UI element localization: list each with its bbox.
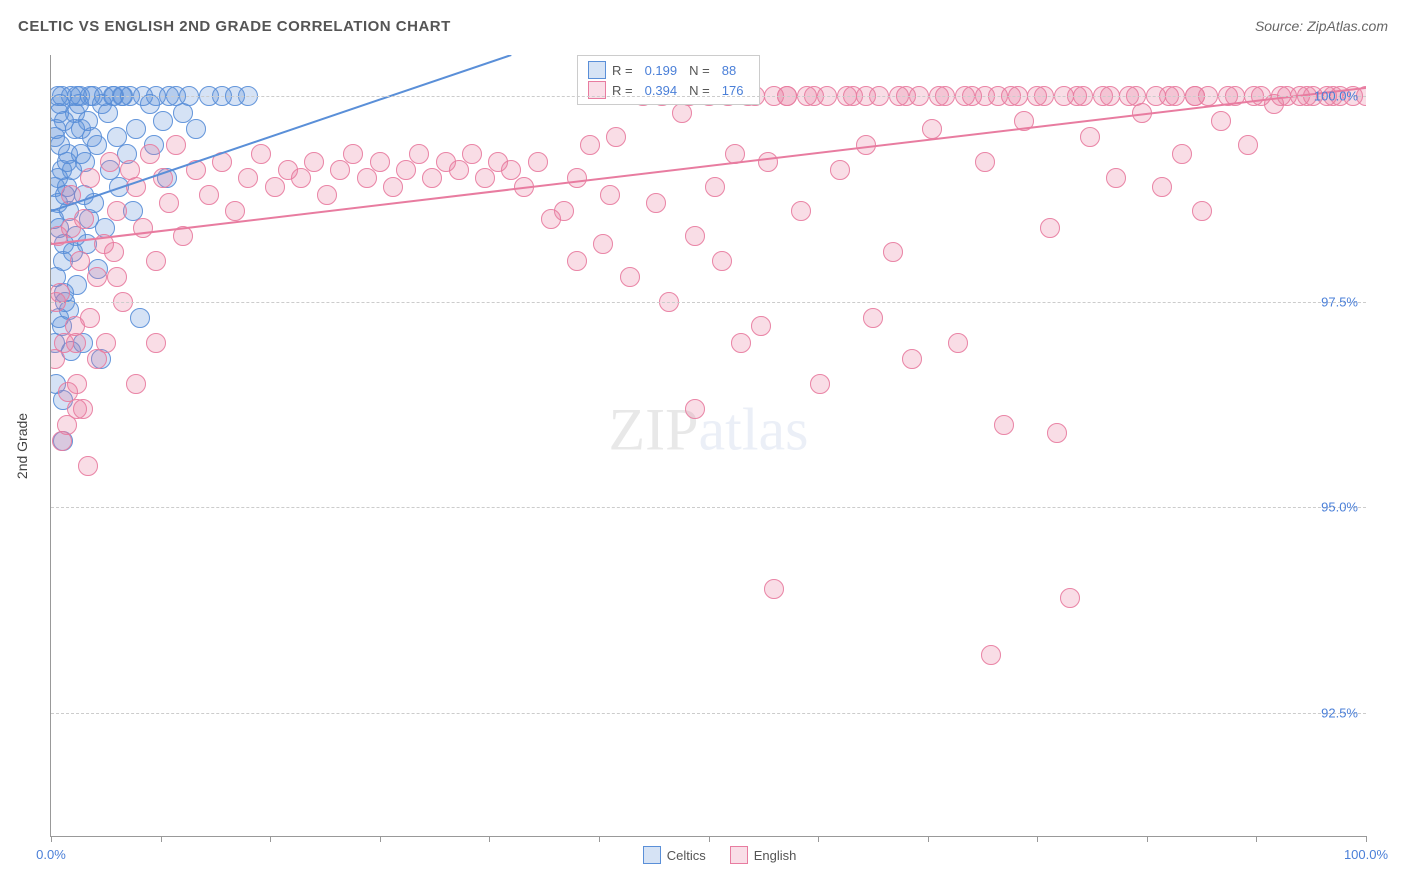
legend-r-celtics: 0.199: [645, 63, 678, 78]
x-tick-label: 0.0%: [36, 847, 66, 862]
gridline: [51, 96, 1366, 97]
source-attribution: Source: ZipAtlas.com: [1255, 18, 1388, 34]
x-tick: [270, 836, 271, 842]
correlation-legend: R = 0.199 N = 88 R = 0.394 N = 176: [577, 55, 760, 105]
scatter-chart: ZIPatlas R = 0.199 N = 88 R = 0.394 N = …: [50, 55, 1366, 837]
swatch-english: [730, 846, 748, 864]
gridline: [51, 302, 1366, 303]
x-tick: [1366, 836, 1367, 842]
chart-header: CELTIC VS ENGLISH 2ND GRADE CORRELATION …: [18, 18, 1388, 35]
swatch-celtics: [588, 61, 606, 79]
x-tick: [489, 836, 490, 842]
trend-line: [51, 88, 1366, 244]
x-tick: [380, 836, 381, 842]
swatch-celtics: [643, 846, 661, 864]
legend-label-english: English: [754, 848, 797, 863]
x-tick: [1256, 836, 1257, 842]
x-tick: [709, 836, 710, 842]
y-axis-label: 2nd Grade: [14, 413, 30, 479]
x-tick-label: 100.0%: [1344, 847, 1388, 862]
x-tick: [818, 836, 819, 842]
legend-row-celtics: R = 0.199 N = 88: [588, 60, 749, 80]
x-tick: [1037, 836, 1038, 842]
legend-label-celtics: Celtics: [667, 848, 706, 863]
x-tick: [161, 836, 162, 842]
legend-item-english: English: [730, 846, 797, 864]
trend-line: [51, 55, 511, 211]
y-tick-label: 100.0%: [1314, 89, 1358, 104]
chart-title: CELTIC VS ENGLISH 2ND GRADE CORRELATION …: [18, 18, 451, 35]
legend-item-celtics: Celtics: [643, 846, 706, 864]
legend-n-celtics: 88: [722, 63, 736, 78]
series-legend: Celtics English: [643, 846, 797, 864]
y-tick-label: 95.0%: [1321, 500, 1358, 515]
legend-r-label: R =: [612, 63, 633, 78]
x-tick: [51, 836, 52, 842]
gridline: [51, 713, 1366, 714]
y-tick-label: 92.5%: [1321, 705, 1358, 720]
x-tick: [1147, 836, 1148, 842]
trend-lines-layer: [51, 55, 1366, 836]
legend-n-label: N =: [689, 63, 710, 78]
y-tick-label: 97.5%: [1321, 294, 1358, 309]
x-tick: [599, 836, 600, 842]
gridline: [51, 507, 1366, 508]
x-tick: [928, 836, 929, 842]
